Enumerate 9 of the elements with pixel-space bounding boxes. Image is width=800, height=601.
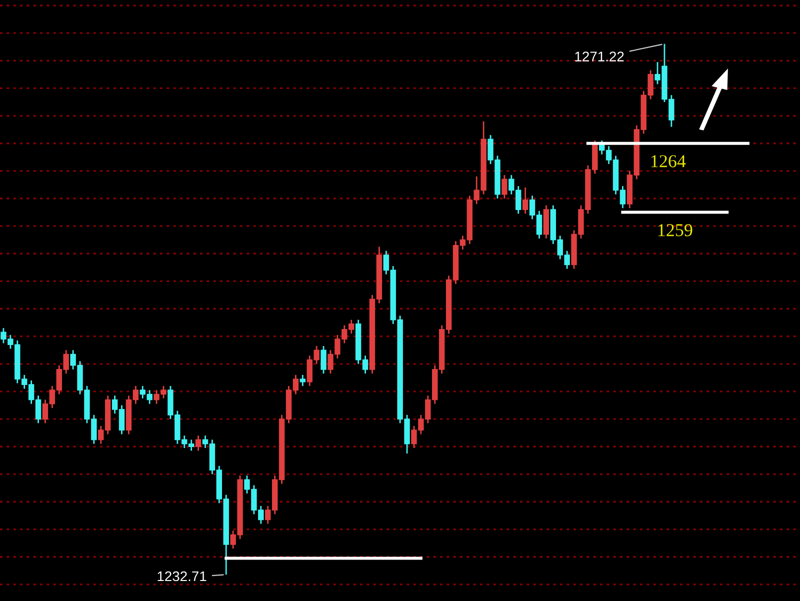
candlestick <box>320 345 326 374</box>
annotation: 1232.71 <box>158 571 206 582</box>
candlestick <box>502 174 508 200</box>
annotation: 1271.22 <box>575 52 624 62</box>
candlestick <box>300 374 306 387</box>
annotation: 1264 <box>651 155 686 168</box>
annotation: 1259 <box>658 224 692 236</box>
candlestick <box>195 434 202 452</box>
candlestick <box>522 186 528 214</box>
